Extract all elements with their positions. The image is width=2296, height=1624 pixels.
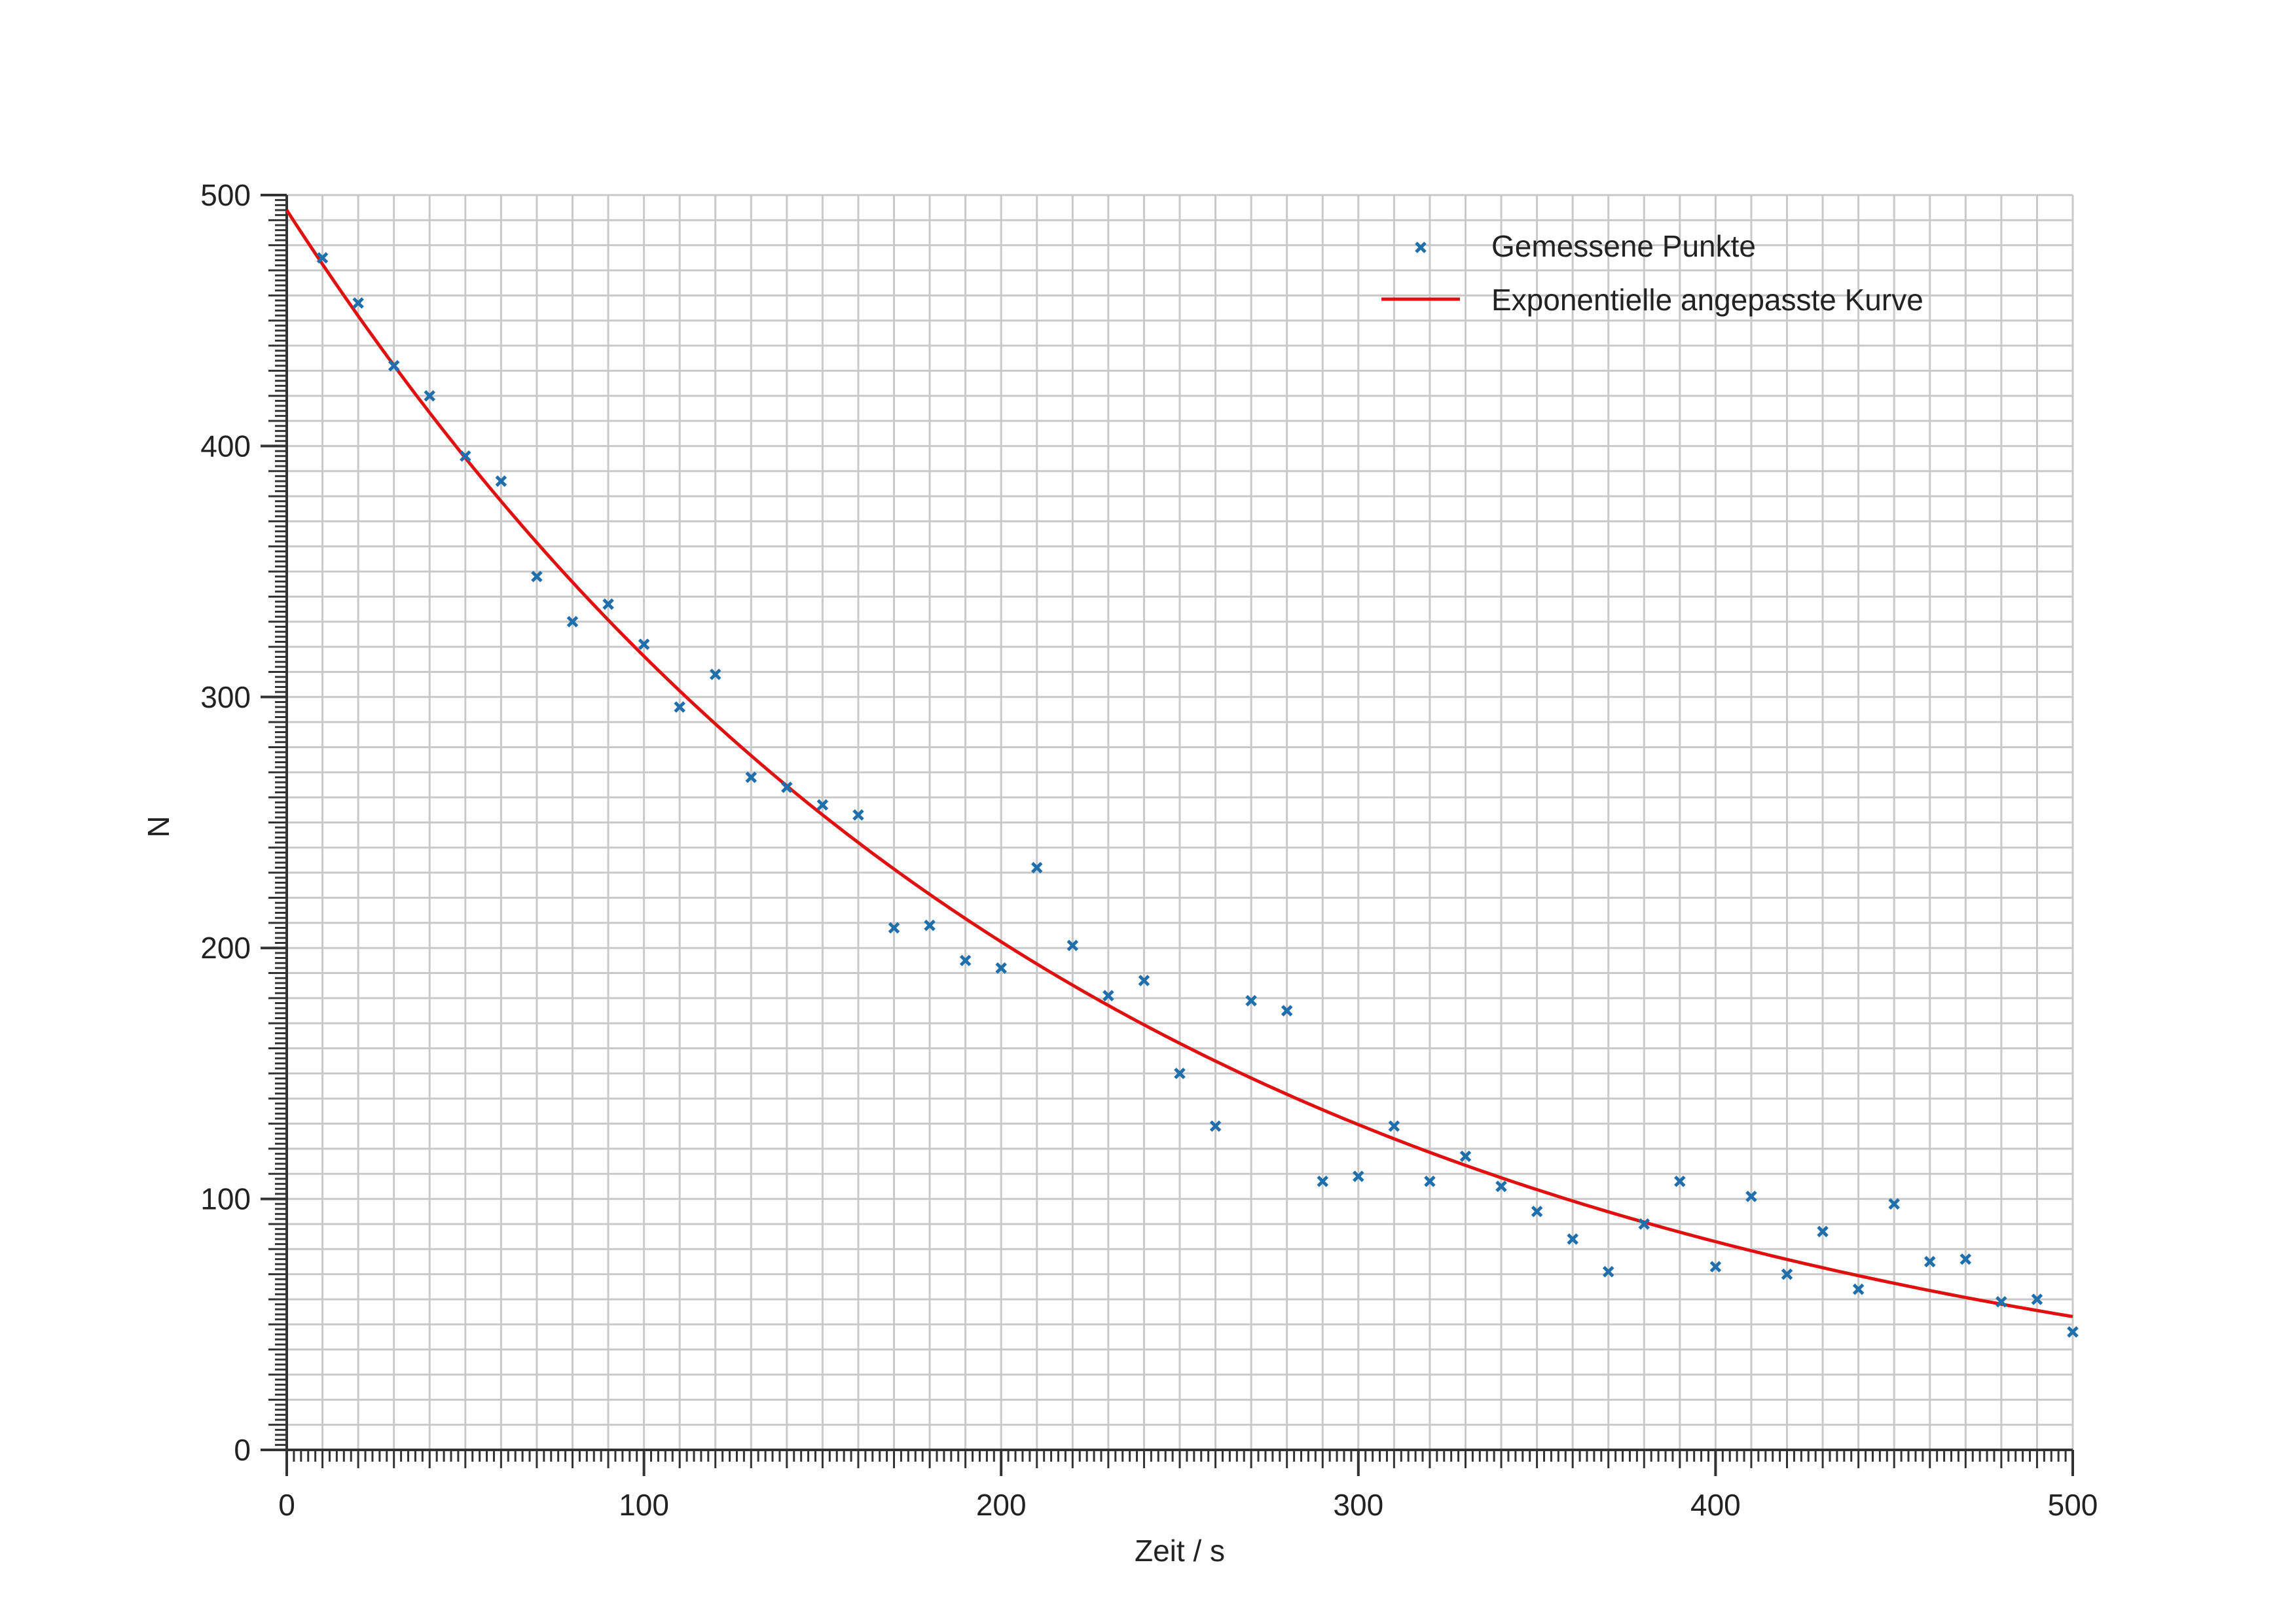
y-tick-label: 200: [200, 931, 251, 965]
y-tick-label: 500: [200, 178, 251, 212]
data-point-marker: [1745, 1191, 1757, 1202]
data-point-marker: [1495, 1180, 1507, 1193]
data-point-marker: [352, 297, 364, 309]
data-point-marker: [888, 922, 900, 934]
legend-entry-scatter: Gemessene Punkte: [1415, 229, 1756, 263]
data-point-marker: [1030, 861, 1043, 874]
data-point-marker: [531, 571, 543, 583]
data-point-marker: [1674, 1175, 1686, 1187]
x-tick-label: 200: [976, 1488, 1027, 1522]
data-point-marker: [388, 359, 400, 372]
axes: 0 100 200 300 400 500 0 100 200 300 400 500: [200, 178, 2098, 1522]
plot-area: [285, 209, 2079, 1338]
legend-entry-line: Exponentielle angepasste Kurve: [1381, 283, 1923, 317]
data-point-marker: [1852, 1283, 1865, 1295]
y-tick-label: 100: [200, 1182, 251, 1216]
data-point-marker: [424, 389, 436, 402]
data-point-marker: [1817, 1225, 1829, 1238]
data-point-marker: [1138, 975, 1150, 986]
y-tick-label: 300: [200, 680, 251, 714]
y-tick-label: 0: [234, 1433, 251, 1467]
data-point-marker: [1317, 1175, 1329, 1187]
data-point-marker: [460, 450, 471, 462]
data-point-marker: [1888, 1198, 1900, 1210]
data-point-marker: [1709, 1261, 1722, 1272]
data-point-marker: [1281, 1005, 1293, 1017]
x-axis-label: Zeit / s: [1135, 1534, 1225, 1568]
data-point-marker: [1353, 1170, 1364, 1182]
data-point-marker: [1959, 1253, 1972, 1265]
x-tick-label: 300: [1333, 1488, 1383, 1522]
data-point-marker: [2067, 1326, 2079, 1338]
data-point-marker: [495, 475, 507, 487]
data-point-marker: [745, 771, 757, 784]
data-point-marker: [1174, 1068, 1186, 1079]
data-point-marker: [1923, 1255, 1936, 1268]
data-point-marker: [1531, 1206, 1543, 1218]
data-point-marker: [1388, 1120, 1400, 1132]
data-point-marker: [1066, 939, 1079, 952]
x-tick-label: 0: [278, 1488, 295, 1522]
data-point-marker: [924, 919, 936, 931]
x-tick-label: 100: [619, 1488, 669, 1522]
data-point-marker: [1602, 1266, 1614, 1278]
legend-label-line: Exponentielle angepasste Kurve: [1491, 283, 1923, 317]
data-point-marker: [709, 668, 721, 681]
legend: Gemessene Punkte Exponentielle angepasst…: [1381, 229, 1923, 317]
legend-label-scatter: Gemessene Punkte: [1491, 229, 1756, 263]
data-point-marker: [995, 962, 1007, 974]
data-point-marker: [781, 782, 793, 793]
data-point-marker: [1209, 1120, 1222, 1132]
data-point-marker: [852, 809, 864, 821]
data-point-marker: [1638, 1218, 1650, 1230]
y-tick-label: 400: [200, 429, 251, 463]
y-axis-label: N: [141, 816, 175, 837]
data-point-marker: [1424, 1175, 1436, 1187]
grid: [285, 194, 2074, 1451]
data-point-marker: [1781, 1268, 1793, 1280]
data-point-marker: [816, 799, 829, 811]
data-point-marker: [1102, 990, 1114, 1001]
data-point-marker: [316, 252, 329, 264]
legend-marker-x: [1415, 242, 1427, 253]
data-point-marker: [1459, 1150, 1472, 1163]
data-point-marker: [566, 616, 579, 628]
x-tick-label: 500: [2048, 1488, 2098, 1522]
data-point-marker: [1995, 1296, 2007, 1308]
x-tick-label: 400: [1690, 1488, 1741, 1522]
data-point-marker: [959, 954, 972, 967]
data-point-marker: [1567, 1233, 1578, 1245]
data-point-marker: [638, 638, 650, 651]
data-point-marker: [2031, 1293, 2043, 1305]
data-point-marker: [1245, 994, 1257, 1007]
data-point-marker: [602, 598, 614, 610]
data-point-marker: [674, 701, 685, 713]
fit-curve-line: [285, 209, 2073, 1318]
